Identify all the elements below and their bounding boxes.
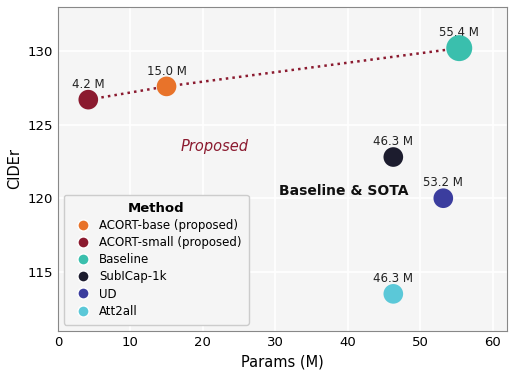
Text: 4.2 M: 4.2 M [72, 78, 105, 91]
Text: 15.0 M: 15.0 M [146, 65, 187, 77]
Text: 53.2 M: 53.2 M [424, 176, 463, 190]
Text: Proposed: Proposed [181, 139, 249, 154]
Y-axis label: CIDEr: CIDEr [7, 148, 22, 189]
Point [389, 154, 397, 160]
X-axis label: Params (M): Params (M) [241, 354, 324, 369]
Point [84, 97, 93, 103]
Text: 55.4 M: 55.4 M [439, 26, 479, 39]
Point [455, 45, 463, 51]
Point [389, 291, 397, 297]
Point [439, 195, 447, 201]
Legend: ACORT-base (proposed), ACORT-small (proposed), Baseline, SubICap-1k, UD, Att2all: ACORT-base (proposed), ACORT-small (prop… [64, 195, 249, 325]
Point [162, 83, 171, 89]
Text: Baseline & SOTA: Baseline & SOTA [279, 184, 408, 198]
Text: 46.3 M: 46.3 M [373, 135, 413, 148]
Text: 46.3 M: 46.3 M [373, 272, 413, 285]
